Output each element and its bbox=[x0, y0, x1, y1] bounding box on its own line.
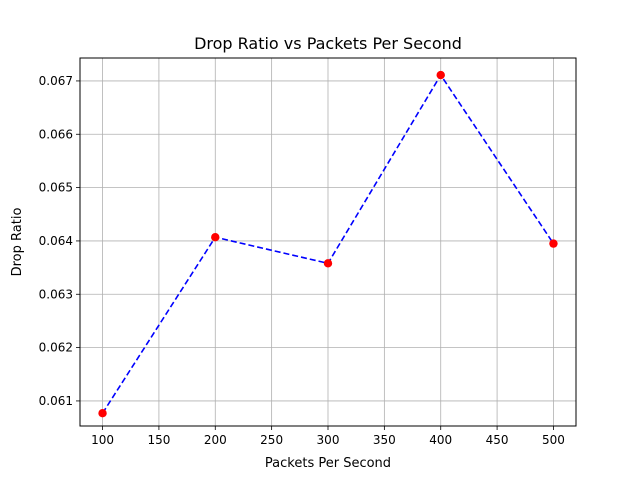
y-axis: 0.061 0.062 0.063 0.064 0.065 0.066 0.067 bbox=[39, 74, 80, 408]
x-tick-label: 100 bbox=[91, 433, 114, 447]
grid bbox=[80, 58, 576, 426]
y-tick-label: 0.067 bbox=[39, 74, 73, 88]
data-point bbox=[323, 259, 333, 268]
chart-title: Drop Ratio vs Packets Per Second bbox=[194, 34, 462, 53]
x-axis: 100 150 200 250 300 350 400 450 500 bbox=[91, 426, 565, 447]
y-tick-label: 0.061 bbox=[39, 394, 73, 408]
x-tick-label: 150 bbox=[147, 433, 170, 447]
data-point bbox=[211, 233, 220, 242]
y-tick-label: 0.063 bbox=[39, 287, 73, 301]
data-point bbox=[549, 239, 558, 248]
y-tick-label: 0.062 bbox=[39, 341, 73, 355]
x-tick-label: 450 bbox=[486, 433, 509, 447]
y-axis-title: Drop Ratio bbox=[10, 208, 25, 277]
series-group bbox=[98, 70, 558, 418]
y-tick-label: 0.064 bbox=[39, 234, 73, 248]
x-tick-label: 200 bbox=[204, 433, 227, 447]
x-tick-label: 300 bbox=[317, 433, 340, 447]
data-point bbox=[98, 409, 107, 418]
y-tick-label: 0.066 bbox=[39, 127, 73, 141]
x-tick-label: 400 bbox=[429, 433, 452, 447]
x-axis-title: Packets Per Second bbox=[265, 456, 391, 471]
data-point bbox=[436, 70, 445, 80]
y-tick-label: 0.065 bbox=[39, 181, 73, 195]
x-tick-label: 350 bbox=[373, 433, 396, 447]
x-tick-label: 500 bbox=[542, 433, 565, 447]
x-tick-label: 250 bbox=[260, 433, 283, 447]
